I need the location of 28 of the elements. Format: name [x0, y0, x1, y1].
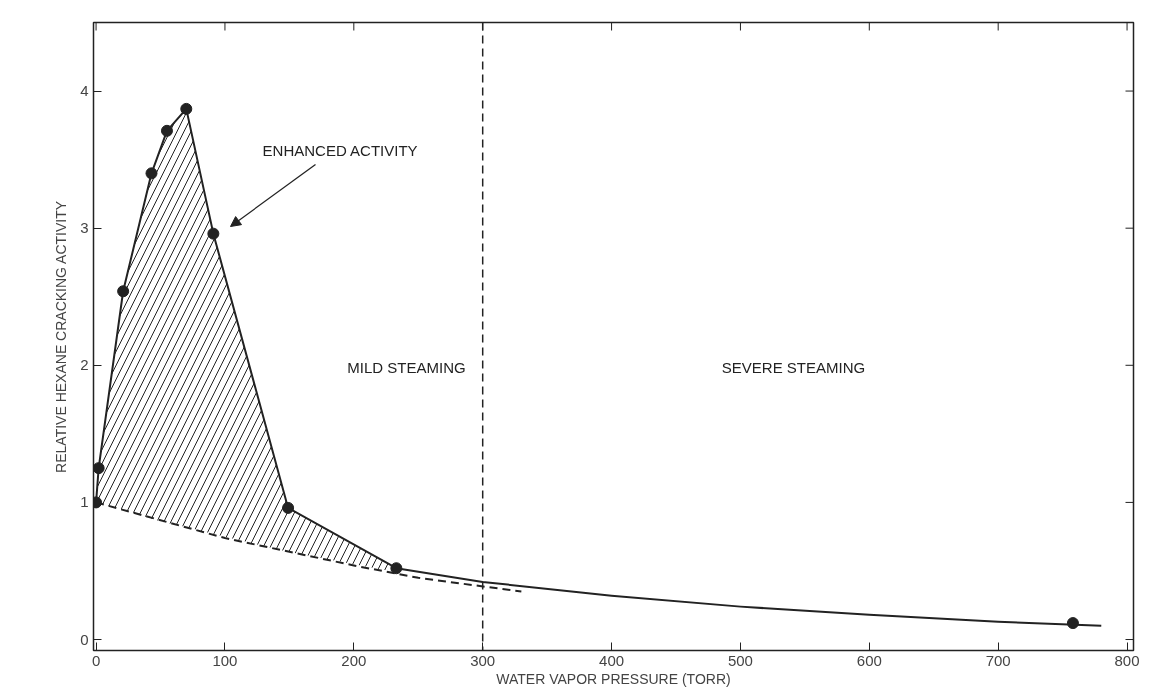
- point: [282, 501, 295, 514]
- point: [180, 102, 193, 115]
- y-tick-label: 1: [80, 493, 89, 511]
- point: [160, 124, 173, 137]
- point: [390, 562, 403, 575]
- x-tick-label: 700: [985, 651, 1011, 669]
- x-tick-label: 200: [341, 651, 367, 669]
- point: [93, 462, 105, 475]
- x-tick-label: 400: [599, 651, 625, 669]
- x-tick-label: 800: [1114, 651, 1140, 669]
- x-tick-label: 0: [91, 651, 101, 669]
- y-tick-label: 0: [80, 630, 89, 648]
- x-tick-label: 100: [212, 651, 238, 669]
- x-axis-title: WATER VAPOR PRESSURE (TORR): [496, 670, 731, 687]
- annotation: MILD STEAMING: [347, 358, 466, 376]
- y-tick-label: 3: [80, 219, 89, 237]
- x-tick-label: 500: [727, 651, 753, 669]
- y-tick-label: 4: [80, 82, 89, 100]
- x-tick-label: 600: [856, 651, 882, 669]
- annotation: SEVERE STEAMING: [721, 358, 866, 376]
- point: [1066, 617, 1079, 630]
- y-tick-label: 2: [80, 356, 89, 374]
- x-tick-label: 300: [470, 651, 496, 669]
- point: [117, 285, 130, 298]
- point: [207, 227, 220, 240]
- y-axis-title: RELATIVE HEXANE CRACKING ACTIVITY: [53, 200, 70, 473]
- point: [145, 167, 158, 180]
- annotation: ENHANCED ACTIVITY: [262, 141, 418, 159]
